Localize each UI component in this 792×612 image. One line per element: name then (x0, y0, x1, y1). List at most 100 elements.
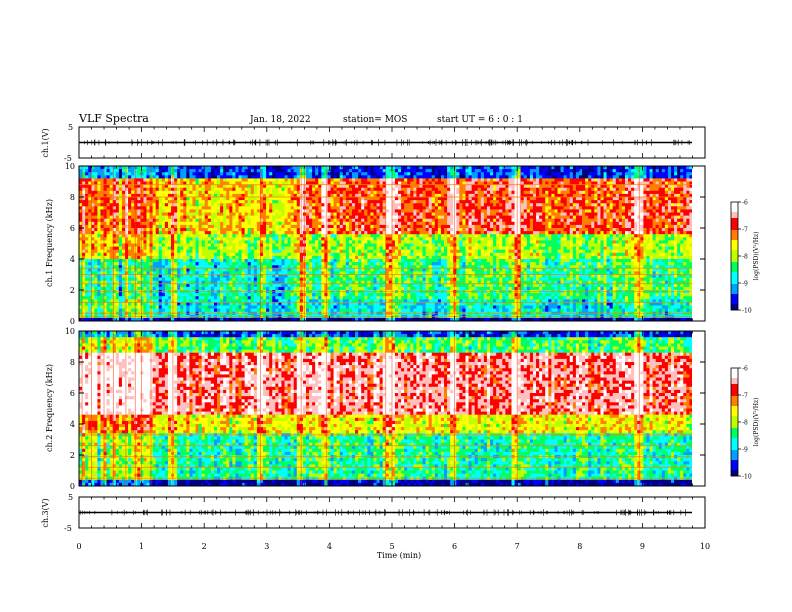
spectrogram-cell (272, 181, 276, 185)
spectrogram-cell (82, 302, 86, 306)
spectrogram-cell (293, 215, 298, 220)
spectrogram-cell (339, 181, 344, 185)
spectrogram-cell (118, 172, 123, 176)
spectrogram-cell (198, 268, 203, 272)
spectrogram-cell (259, 166, 264, 170)
spectrogram-cell (85, 305, 89, 309)
spectrogram-cell (235, 262, 239, 266)
spectrogram-cell (125, 265, 129, 269)
spectrogram-cell (106, 259, 111, 263)
spectrogram-cell (370, 203, 374, 207)
spectrogram-cell (201, 277, 206, 282)
spectrogram-cell (367, 187, 371, 192)
spectrogram-cell (232, 218, 236, 223)
spectrogram-cell (121, 234, 126, 238)
spectrogram-cell (155, 268, 160, 272)
spectrogram-cell (312, 265, 316, 269)
spectrogram-cell (213, 209, 218, 213)
spectrogram-cell (296, 274, 301, 278)
spectrogram-cell (146, 231, 150, 235)
spectrogram-cell (275, 231, 279, 235)
spectrogram-cell (195, 184, 200, 189)
spectrogram-cell (100, 187, 104, 192)
spectrogram-cell (131, 212, 135, 216)
spectrogram-cell (284, 190, 288, 195)
spectrogram-cell (253, 277, 258, 282)
spectrogram-cell (223, 224, 227, 229)
spectrogram-cell (94, 249, 98, 254)
spectrogram-cell (229, 228, 233, 232)
spectrogram-cell (213, 262, 218, 266)
spectrogram-cell (241, 249, 246, 254)
spectrogram-cell (125, 218, 129, 223)
spectrogram-cell (327, 283, 331, 288)
spectrogram-cell (97, 249, 101, 254)
spectrogram-cell (348, 200, 353, 204)
spectrogram-cell (195, 203, 200, 207)
spectrogram-cell (367, 166, 371, 170)
spectrogram-cell (263, 228, 267, 232)
spectrogram-cell (131, 197, 135, 201)
spectrogram-cell (207, 197, 212, 201)
spectrogram-cell (318, 218, 322, 223)
spectrogram-cell (367, 308, 371, 313)
spectrogram-cell (358, 286, 362, 291)
spectrogram-cell (134, 296, 138, 300)
spectrogram-cell (174, 190, 178, 195)
spectrogram-cell (213, 206, 218, 210)
spectrogram-cell (201, 271, 206, 275)
spectrogram-cell (330, 231, 334, 235)
spectrogram-cell (207, 221, 212, 226)
spectrogram-cell (118, 190, 123, 195)
spectrogram-cell (263, 172, 267, 176)
spectrogram-cell (226, 221, 230, 226)
spectrogram-cell (125, 293, 129, 297)
spectrogram-cell (183, 178, 187, 182)
spectrogram-cell (195, 305, 200, 309)
spectrogram-cell (287, 246, 292, 251)
spectrogram-cell (167, 218, 172, 223)
spectrogram-cell (201, 262, 206, 266)
spectrogram-cell (305, 271, 310, 275)
spectrogram-cell (201, 197, 206, 201)
spectrogram-cell (94, 169, 98, 173)
spectrogram-cell (97, 212, 101, 216)
spectrogram-cell (333, 193, 338, 198)
spectrogram-cell (333, 305, 338, 309)
spectrogram-cell (134, 293, 138, 297)
spectrogram-cell (94, 209, 98, 213)
spectrogram-cell (238, 172, 242, 176)
spectrogram-cell (367, 212, 371, 216)
spectrogram-cell (88, 224, 92, 229)
spectrogram-cell (232, 268, 236, 272)
spectrogram-cell (198, 265, 203, 269)
spectrogram-cell (318, 283, 322, 288)
spectrogram-cell (333, 268, 338, 272)
spectrogram-cell (287, 209, 292, 213)
spectrogram-cell (189, 296, 193, 300)
spectrogram-cell (128, 166, 132, 170)
spectrogram-cell (238, 293, 242, 297)
spectrogram-cell (201, 231, 206, 235)
spectrogram-cell (210, 200, 215, 204)
spectrogram-cell (321, 268, 325, 272)
spectrogram-cell (296, 268, 301, 272)
spectrogram-cell (82, 178, 86, 182)
spectrogram-cell (336, 259, 341, 263)
spectrogram-cell (189, 249, 193, 254)
spectrogram-cell (85, 200, 89, 204)
spectrogram-cell (186, 190, 190, 195)
spectrogram-cell (318, 197, 322, 201)
spectrogram-cell (269, 209, 273, 213)
spectrogram-cell (125, 209, 129, 213)
spectrogram-cell (121, 246, 126, 251)
spectrogram-cell (339, 286, 344, 291)
spectrogram-cell (161, 193, 166, 198)
spectrogram-cell (287, 231, 292, 235)
spectrogram-cell (339, 224, 344, 229)
spectrogram-cell (146, 274, 150, 278)
spectrogram-cell (137, 221, 141, 226)
spectrogram-cell (278, 178, 282, 182)
spectrogram-cell (238, 305, 242, 309)
spectrogram-cell (140, 243, 144, 247)
